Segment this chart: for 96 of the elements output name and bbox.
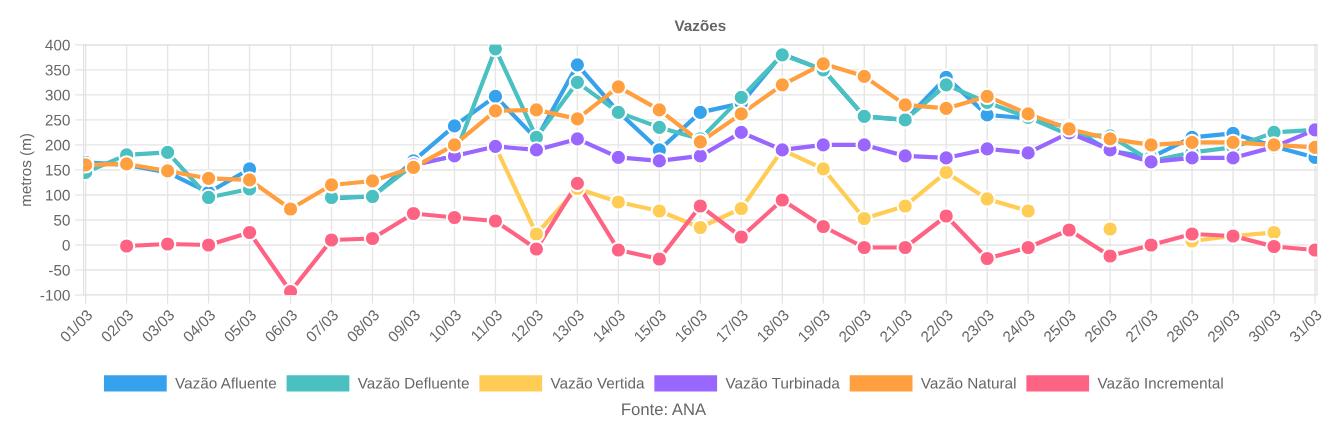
y-tick-label: -50 — [49, 264, 70, 276]
point — [281, 200, 300, 218]
point — [691, 103, 709, 122]
y-tick-label: 100 — [46, 189, 70, 201]
point — [691, 197, 709, 215]
point — [445, 117, 464, 135]
point — [1101, 220, 1119, 238]
point — [978, 190, 996, 208]
point — [1019, 144, 1037, 162]
point — [732, 105, 750, 123]
point — [937, 149, 955, 167]
point — [527, 101, 546, 119]
point — [896, 147, 914, 165]
point — [486, 44, 505, 58]
point — [937, 76, 955, 94]
point — [486, 102, 505, 120]
point — [527, 225, 546, 243]
point — [1224, 133, 1242, 152]
point — [404, 204, 423, 223]
point — [896, 197, 914, 215]
point — [568, 56, 587, 74]
y-tick-label: 400 — [45, 39, 70, 51]
legend-label: Vazão Natural — [920, 377, 1016, 389]
point — [732, 123, 750, 142]
point — [896, 238, 914, 257]
point — [568, 73, 587, 92]
y-tick-label: -100 — [40, 289, 70, 301]
point — [363, 229, 382, 248]
point — [445, 208, 464, 227]
point — [363, 172, 382, 190]
point — [445, 136, 464, 154]
point — [1183, 225, 1201, 243]
point — [814, 55, 832, 73]
point — [978, 140, 996, 158]
point — [650, 101, 669, 119]
point — [814, 136, 832, 154]
point — [1101, 247, 1119, 265]
point — [937, 99, 955, 118]
point — [240, 223, 259, 242]
point — [609, 193, 628, 211]
point — [937, 207, 955, 225]
point — [158, 235, 177, 253]
point — [527, 141, 546, 159]
legend-label: Vazão Defluente — [357, 377, 469, 389]
y-tick-label: 300 — [45, 89, 70, 101]
point — [1224, 149, 1242, 167]
y-tick-label: 350 — [45, 64, 70, 76]
point — [1142, 136, 1160, 154]
point — [117, 237, 136, 255]
point — [1019, 105, 1037, 123]
point — [568, 110, 587, 128]
point — [650, 118, 669, 137]
chart-title: Vazões — [674, 19, 726, 32]
point — [568, 130, 587, 148]
point — [896, 96, 914, 114]
point — [978, 249, 996, 268]
point — [609, 78, 628, 96]
point — [609, 241, 628, 259]
legend-label: Vazão Turbinada — [725, 377, 840, 389]
legend-label: Vazão Afluente — [175, 377, 277, 389]
point — [1019, 238, 1037, 257]
point — [855, 209, 873, 228]
y-tick-label: 250 — [45, 114, 70, 126]
point — [1019, 202, 1037, 220]
y-tick-label: 150 — [46, 164, 70, 176]
point — [978, 87, 996, 106]
source-note: Fonte: ANA — [622, 403, 707, 416]
point — [1142, 236, 1160, 254]
point — [732, 228, 750, 246]
point — [609, 148, 628, 167]
point — [732, 88, 750, 107]
y-tick-label: 50 — [54, 214, 70, 226]
point — [650, 152, 669, 170]
point — [527, 240, 546, 258]
point — [732, 199, 750, 218]
y-tick-label: 0 — [62, 239, 70, 251]
point — [855, 67, 873, 86]
y-tick-label: 200 — [45, 139, 70, 151]
legend-label: Vazão Vertida — [550, 377, 645, 389]
point — [486, 212, 505, 230]
point — [814, 217, 832, 236]
point — [1265, 237, 1283, 256]
y-axis-title: metros (m) — [20, 133, 35, 206]
point — [773, 76, 791, 94]
point — [650, 202, 669, 220]
point — [322, 231, 341, 249]
point — [855, 136, 873, 154]
legend-label: Vazão Incremental — [1097, 377, 1223, 389]
point — [855, 238, 873, 257]
point — [199, 236, 218, 254]
point — [691, 218, 709, 237]
point — [486, 87, 505, 106]
point — [773, 191, 791, 209]
point — [814, 160, 832, 178]
point — [322, 176, 341, 194]
point — [1060, 221, 1078, 239]
